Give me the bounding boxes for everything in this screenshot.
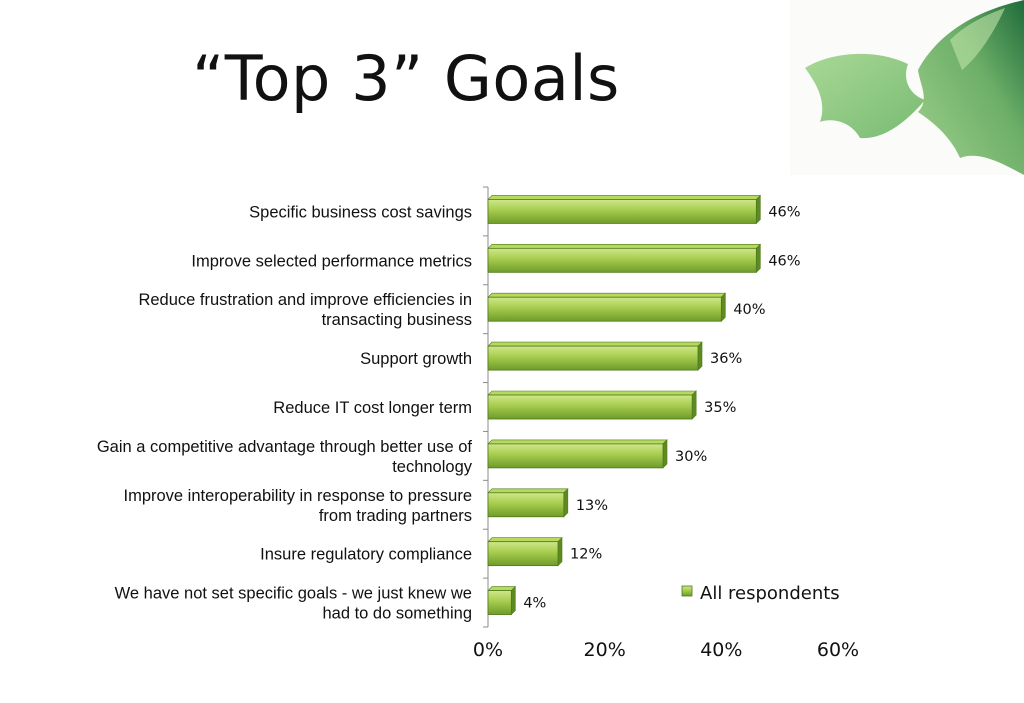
bar-side-face <box>691 390 697 420</box>
category-label: We have not set specific goals - we just… <box>115 585 472 603</box>
slide-title: “Top 3” Goals <box>192 42 620 115</box>
category-label: Reduce IT cost longer term <box>273 399 472 417</box>
bar-side-face <box>662 439 668 469</box>
category-label: had to do something <box>322 605 472 623</box>
category-label: Reduce frustration and improve efficienc… <box>138 291 472 309</box>
leaf-left-shape <box>805 53 925 139</box>
bar-side-face <box>756 243 761 274</box>
category-label: Improve selected performance metrics <box>191 252 472 270</box>
leaf-right-shape <box>918 0 1024 175</box>
x-tick-label: 40% <box>700 639 742 661</box>
data-label: 4% <box>523 596 546 612</box>
x-tick-label: 0% <box>473 639 503 661</box>
bar-top-face <box>487 390 697 396</box>
bar <box>487 296 722 322</box>
bar-side-face <box>697 341 703 371</box>
bar-side-face <box>563 488 569 518</box>
legend-label: All respondents <box>700 583 840 604</box>
data-label: 46% <box>768 253 800 269</box>
leaf-highlight-shape <box>950 8 1005 70</box>
chart-axes <box>483 186 489 628</box>
bar-side-face <box>557 536 563 567</box>
category-label: Specific business cost savings <box>249 203 472 221</box>
bar <box>487 345 699 371</box>
chart-legend: All respondents <box>681 583 840 604</box>
category-label: Support growth <box>360 350 472 368</box>
category-label: transacting business <box>322 311 472 329</box>
bar-top-face <box>487 244 762 249</box>
bar <box>487 199 757 224</box>
bar <box>487 590 512 615</box>
x-tick-label: 20% <box>584 639 626 661</box>
data-label: 46% <box>768 204 800 220</box>
data-label: 40% <box>733 302 765 318</box>
data-label: 13% <box>576 498 608 514</box>
bar <box>487 541 559 567</box>
legend-swatch <box>681 585 693 597</box>
bar-side-face <box>756 194 761 225</box>
data-label: 12% <box>570 547 602 563</box>
data-label: 35% <box>704 400 736 416</box>
bar-top-face <box>487 439 668 445</box>
bar-top-face <box>487 195 762 200</box>
category-label: Improve interoperability in response to … <box>123 487 472 505</box>
category-label: Insure regulatory compliance <box>260 546 472 564</box>
x-tick-label: 60% <box>817 639 859 661</box>
bar <box>487 247 757 273</box>
category-label: technology <box>392 458 473 476</box>
leaf-decoration-icon <box>790 0 1024 175</box>
chart-bars <box>487 194 762 616</box>
category-label: from trading partners <box>319 507 472 525</box>
bar-top-face <box>487 488 569 494</box>
data-label: 36% <box>710 351 742 367</box>
data-label: 30% <box>675 449 707 465</box>
bar-top-face <box>487 292 727 298</box>
category-label: Gain a competitive advantage through bet… <box>97 438 473 456</box>
bar <box>487 443 664 469</box>
bar <box>487 492 565 518</box>
chart-labels: 0% 20% 40% 60% 46% Specific business cost sav… <box>97 203 859 661</box>
bar-side-face <box>721 292 726 322</box>
bar-side-face <box>511 585 516 616</box>
bar-top-face <box>487 537 563 542</box>
bar-top-face <box>487 586 517 591</box>
bar-top-face <box>487 341 703 347</box>
bar <box>487 394 693 420</box>
